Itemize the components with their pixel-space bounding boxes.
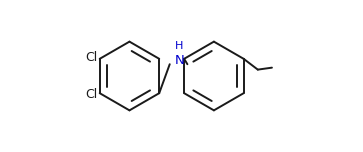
Text: Cl: Cl [86, 88, 98, 101]
Text: Cl: Cl [86, 51, 98, 64]
Text: N: N [175, 54, 184, 67]
Text: H: H [175, 41, 184, 52]
